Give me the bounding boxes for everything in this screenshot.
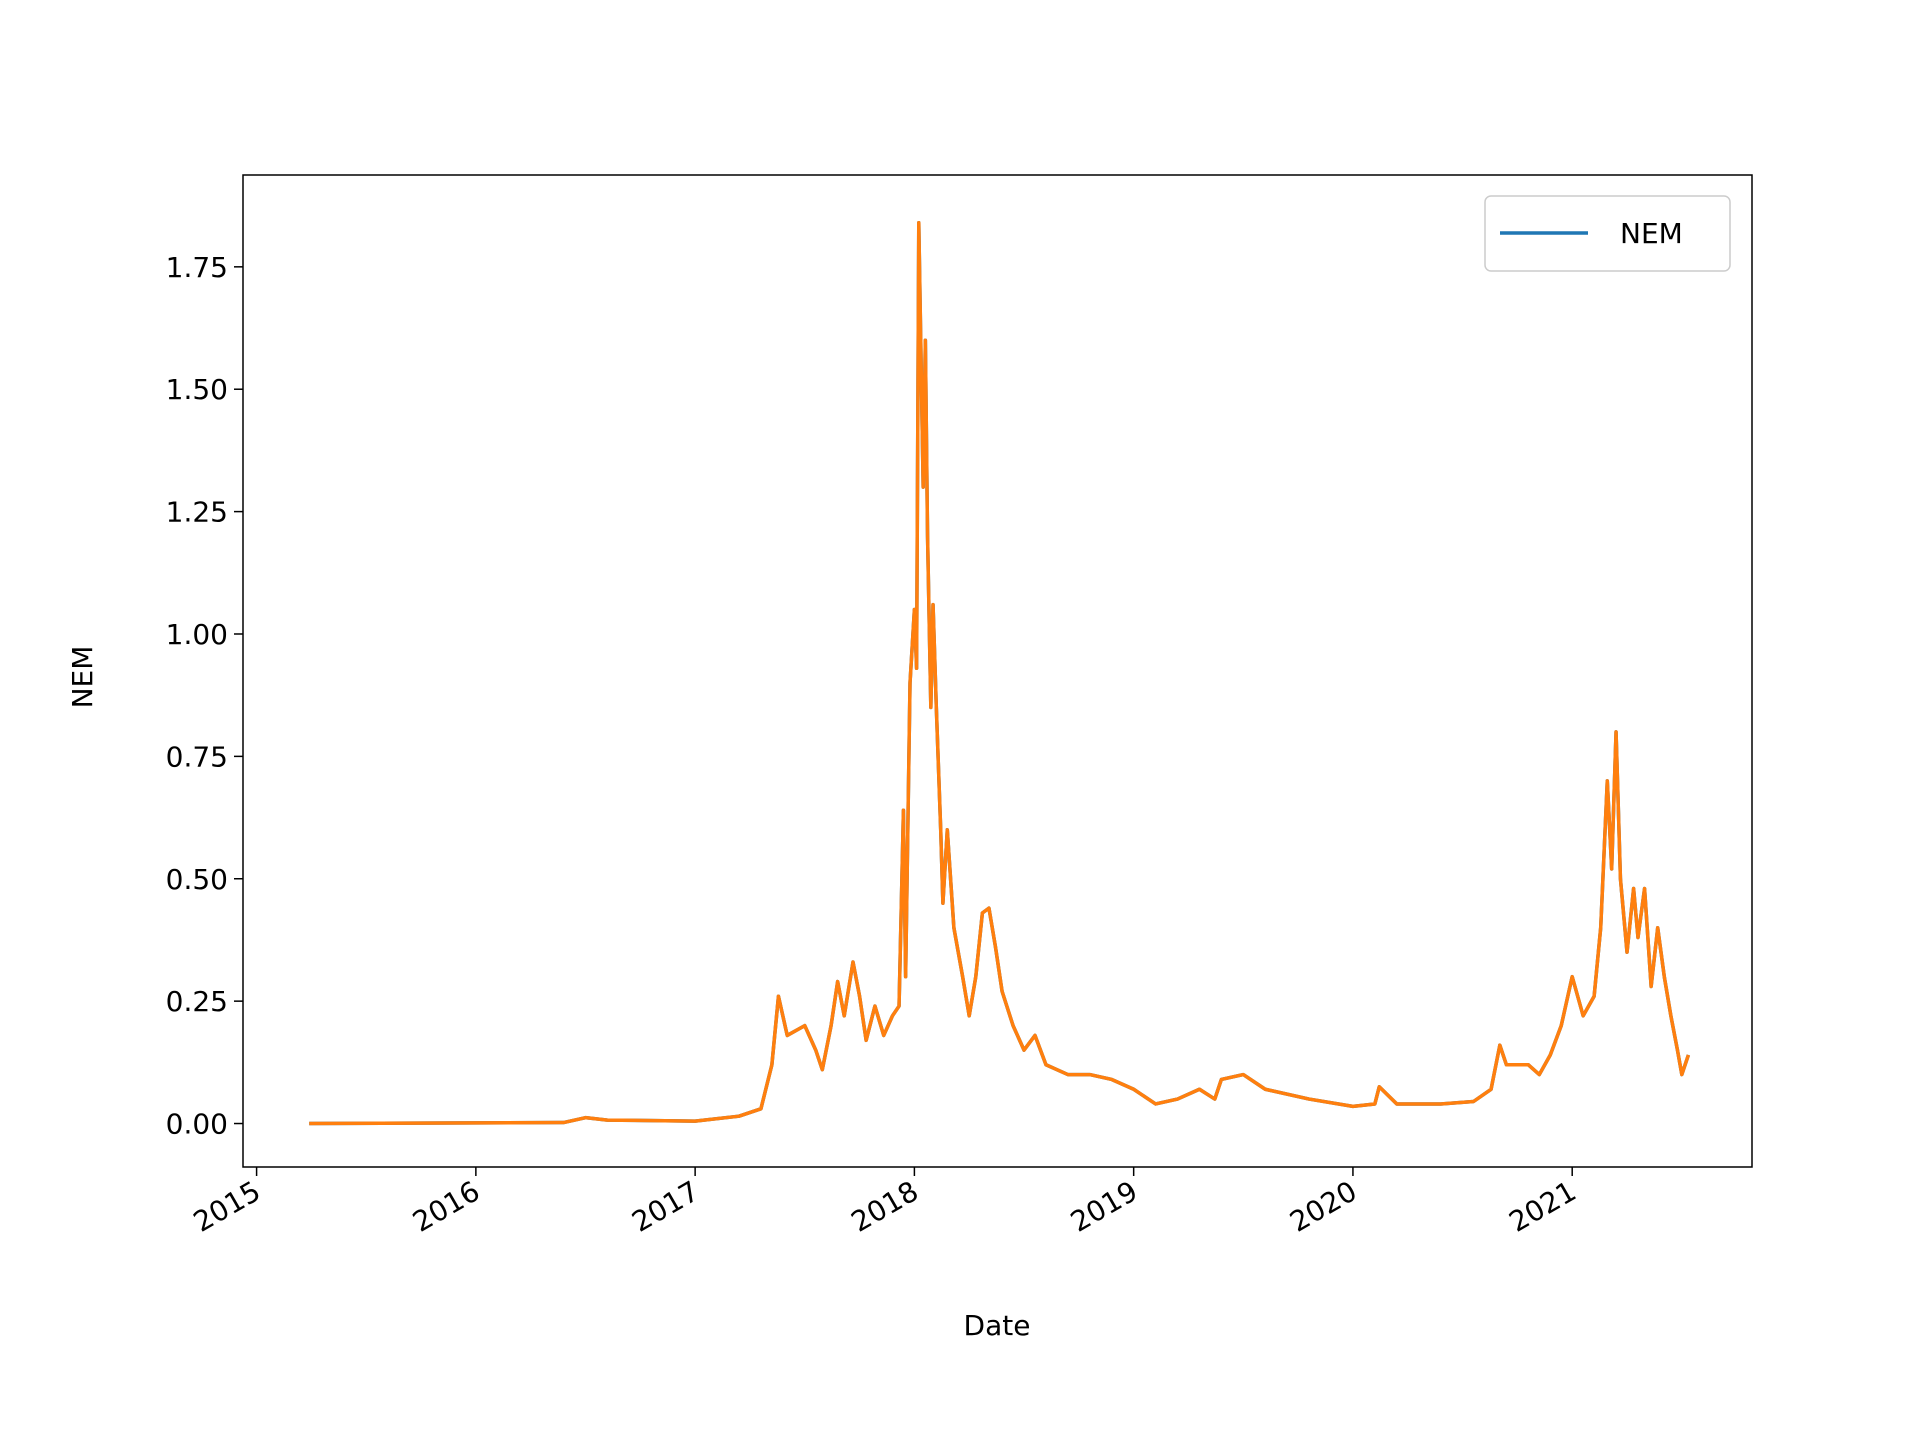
x-axis-label: Date [964, 1309, 1031, 1342]
x-tick-label: 2019 [1065, 1174, 1143, 1238]
y-tick-label: 1.75 [166, 251, 228, 284]
x-tick-label: 2017 [626, 1174, 704, 1238]
y-tick-label: 1.00 [166, 618, 228, 651]
x-tick-label: 2015 [188, 1174, 266, 1238]
y-tick-label: 0.25 [166, 985, 228, 1018]
y-tick-label: 1.50 [166, 373, 228, 406]
data-line [309, 221, 1691, 1126]
plot-frame [242, 174, 1753, 1168]
legend-box [1484, 195, 1731, 272]
y-tick-label: 0.50 [166, 863, 228, 896]
y-tick-label: 1.25 [166, 496, 228, 529]
y-axis-label: NEM [66, 646, 99, 709]
legend-label: NEM [1620, 217, 1683, 250]
y-tick-label: 0.75 [166, 740, 228, 773]
x-tick-label: 2021 [1503, 1174, 1581, 1238]
data-line [309, 221, 1691, 1126]
x-tick-label: 2016 [407, 1174, 485, 1238]
x-tick-label: 2020 [1284, 1174, 1362, 1238]
x-tick-label: 2018 [846, 1174, 924, 1238]
y-tick-label: 0.00 [166, 1108, 228, 1141]
